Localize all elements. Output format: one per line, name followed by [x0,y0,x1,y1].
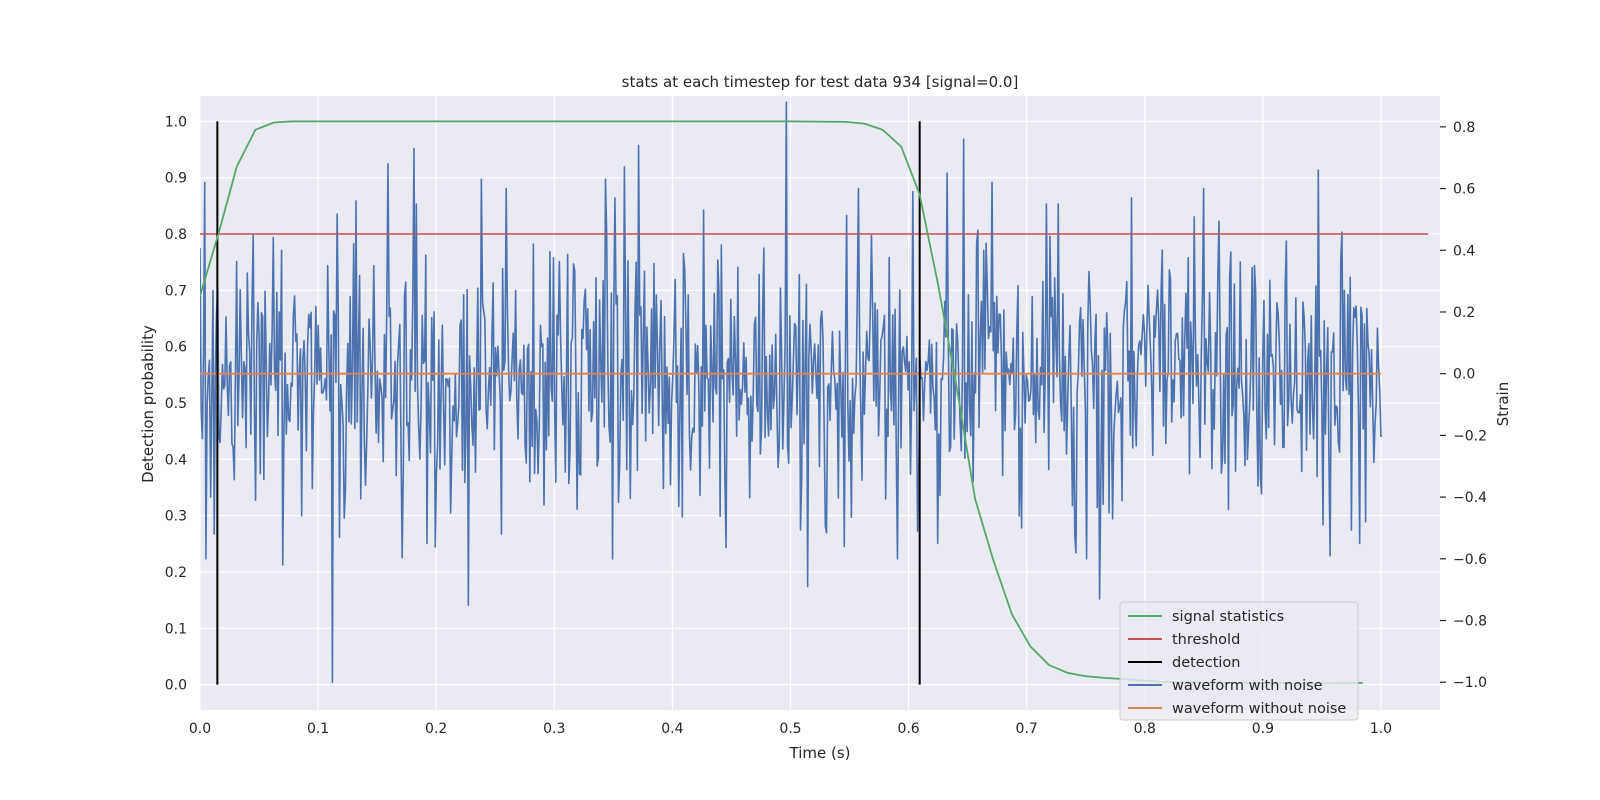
y-axis-label-left: Detection probability [139,325,157,483]
axes: 0.0 0.1 0.2 0.3 0.4 0.5 0.6 0.7 0.8 0.9 1.0 0.0 0.1 0… [165,114,1487,737]
y-left-tick-label: 0.0 [165,678,187,694]
y-axis-label-right: Strain [1494,382,1512,426]
y-right-tick-label: −1.0 [1453,675,1487,691]
x-tick-label: 0.3 [543,721,565,737]
x-axis-label: Time (s) [789,744,851,762]
legend-box [1119,601,1359,721]
y-right-tick-label: 0.8 [1453,120,1475,136]
y-right-tick-label: 0.4 [1453,243,1475,259]
x-tick-label: 0.6 [897,721,919,737]
y-right-tick-label: 0.2 [1453,305,1475,321]
legend-label-signal-statistics: signal statistics [1172,609,1284,625]
x-tick-label: 1.0 [1370,721,1392,737]
y-left-tick-label: 0.2 [165,565,187,581]
y-right-tick-label: −0.6 [1453,552,1487,568]
y-left-tick-label: 1.0 [165,114,187,130]
x-tick-label: 0.2 [425,721,447,737]
chart-title: stats at each timestep for test data 934… [622,73,1019,91]
y-left-tick-label: 0.8 [165,227,187,243]
x-tick-label: 0.1 [307,721,329,737]
y-left-tick-label: 0.4 [165,452,187,468]
y-left-tick-label: 0.1 [165,621,187,637]
y-left-tick-label: 0.7 [165,283,187,299]
y-left-tick-label: 0.9 [165,171,187,187]
series-waveform-with-noise [200,101,1382,684]
x-tick-label: 0.4 [661,721,683,737]
y-right-tick-label: −0.2 [1453,428,1487,444]
legend-label-waveform-with-noise: waveform with noise [1172,678,1323,694]
x-tick-label: 0.0 [189,721,211,737]
x-tick-label: 0.8 [1134,721,1156,737]
y-left-tick-label: 0.3 [165,509,187,525]
y-left-tick-label: 0.6 [165,340,187,356]
legend-label-threshold: threshold [1172,632,1240,648]
y-right-tick-label: 0.6 [1453,182,1475,198]
series-layer [200,101,1429,685]
x-tick-label: 0.9 [1252,721,1274,737]
y-right-tick-label: −0.8 [1453,614,1487,630]
y-right-tick-label: −0.4 [1453,490,1487,506]
legend: signal statistics threshold detection wa… [1119,601,1359,721]
x-tick-label: 0.7 [1016,721,1038,737]
y-right-tick-label: 0.0 [1453,367,1475,383]
legend-label-waveform-without-noise: waveform without noise [1172,701,1346,717]
y-left-tick-label: 0.5 [165,396,187,412]
series-signal-statistics [200,120,1363,685]
legend-label-detection: detection [1172,655,1240,671]
x-tick-label: 0.5 [779,721,801,737]
